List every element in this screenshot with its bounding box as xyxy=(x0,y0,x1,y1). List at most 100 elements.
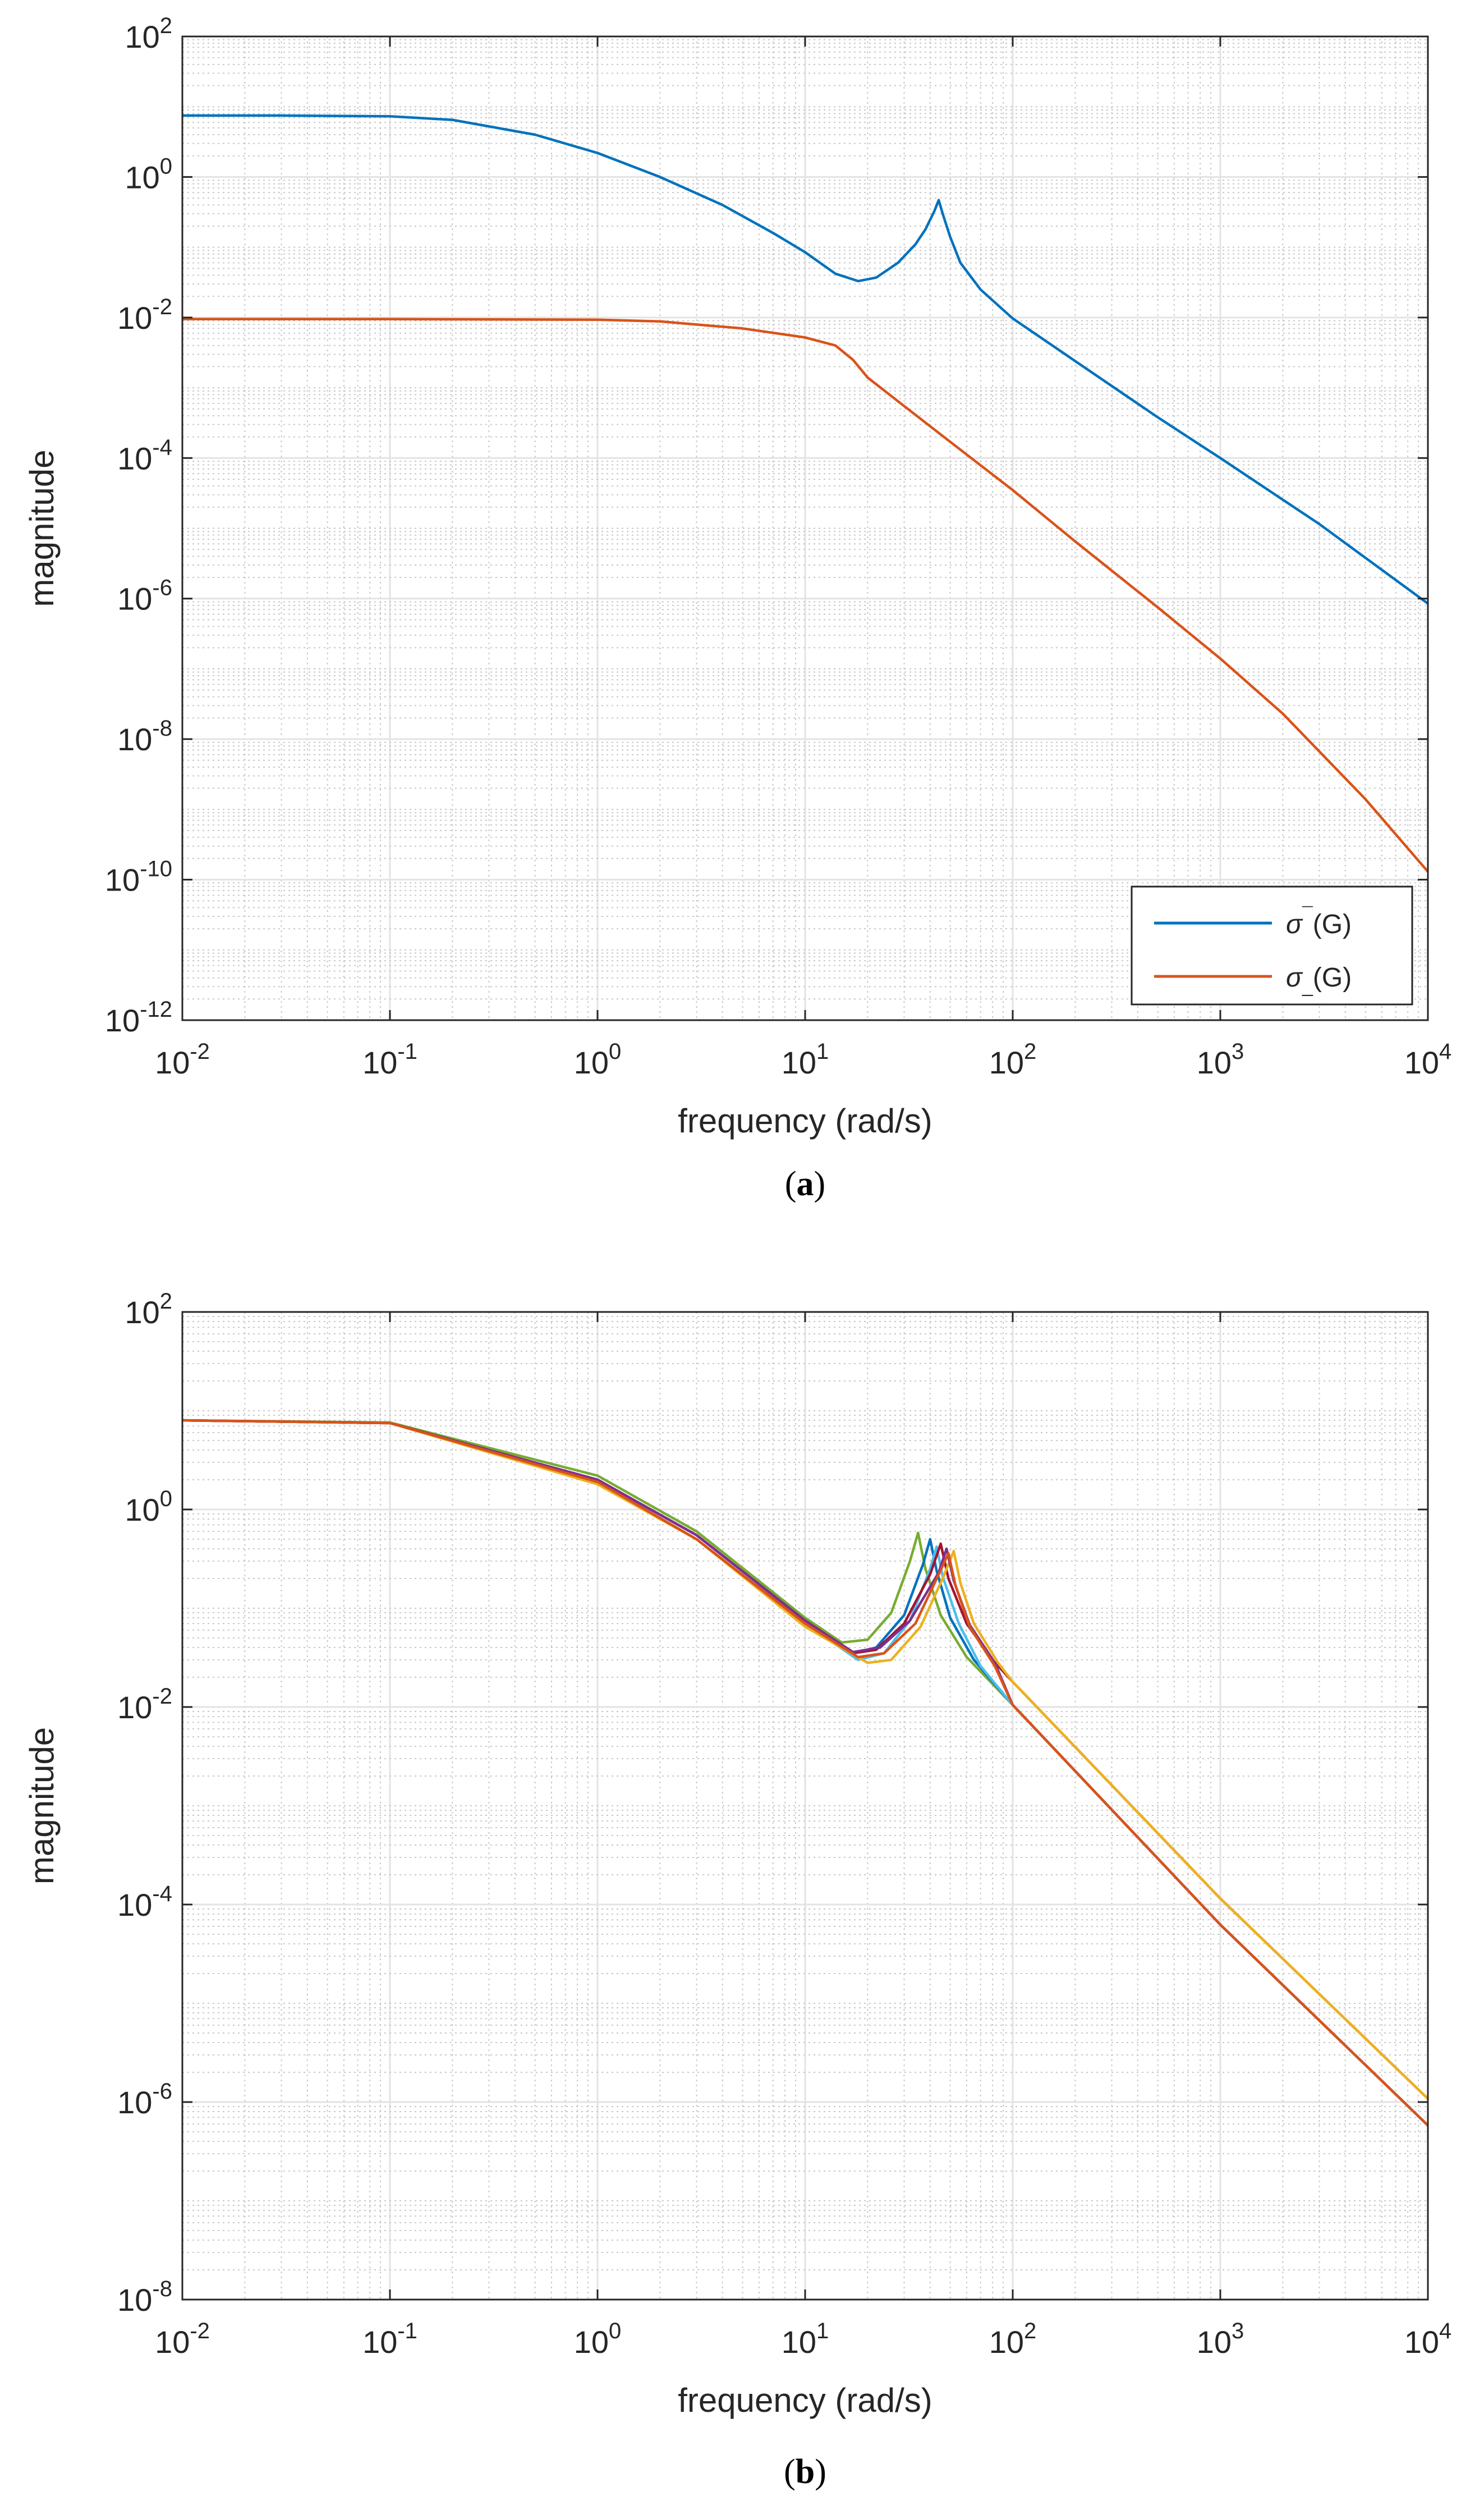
y-tick-label: 10-10 xyxy=(105,857,172,898)
x-tick-base: 10 xyxy=(362,1045,397,1080)
y-tick-base: 10 xyxy=(117,440,152,476)
x-tick-base: 10 xyxy=(155,2324,190,2360)
x-tick-label: 103 xyxy=(1197,1039,1244,1080)
caption-close: ) xyxy=(815,2453,826,2491)
tick-marks xyxy=(181,35,1429,1021)
series-group xyxy=(182,114,1428,873)
x-tick-base: 10 xyxy=(155,1045,190,1080)
x-tick-label: 10-2 xyxy=(155,1039,210,1080)
panel-caption: (a) xyxy=(785,1165,825,1203)
y-tick-exponent: -8 xyxy=(152,2277,172,2301)
legend-symbol: σ xyxy=(1286,910,1303,939)
y-tick-exponent: 2 xyxy=(160,1289,172,1314)
x-tick-label: 10-1 xyxy=(362,2319,417,2360)
legend-tail: (G) xyxy=(1313,963,1352,993)
series-line-2 xyxy=(182,318,1428,873)
x-tick-exponent: 3 xyxy=(1232,2319,1244,2343)
x-tick-label: 101 xyxy=(782,1039,829,1080)
x-tick-exponent: 4 xyxy=(1439,1039,1451,1064)
x-tick-base: 10 xyxy=(574,2324,609,2360)
grid xyxy=(181,35,1429,1021)
series-line-1 xyxy=(182,114,1428,605)
legend-box xyxy=(1131,885,1413,1006)
x-tick-exponent: 0 xyxy=(609,2319,621,2343)
y-tick-exponent: -6 xyxy=(152,576,172,600)
x-tick-base: 10 xyxy=(1197,2324,1232,2360)
x-tick-base: 10 xyxy=(782,2324,816,2360)
x-tick-label: 102 xyxy=(989,1039,1037,1080)
y-tick-label: 10-8 xyxy=(117,716,172,757)
y-tick-exponent: -10 xyxy=(140,857,172,882)
series-line-7 xyxy=(182,1419,1428,2127)
y-tick-label: 100 xyxy=(125,154,172,195)
y-tick-base: 10 xyxy=(125,19,159,54)
y-tick-base: 10 xyxy=(117,2085,152,2120)
x-tick-exponent: -1 xyxy=(397,1039,417,1064)
x-tick-exponent: 0 xyxy=(609,1039,621,1064)
y-tick-base: 10 xyxy=(117,1690,152,1725)
x-tick-base: 10 xyxy=(989,1045,1024,1080)
x-tick-base: 10 xyxy=(782,1045,816,1080)
y-tick-base: 10 xyxy=(105,1003,140,1038)
x-tick-exponent: 3 xyxy=(1232,1039,1244,1064)
x-tick-label: 104 xyxy=(1404,1039,1452,1080)
legend-tail: (G) xyxy=(1313,910,1352,939)
y-tick-label: 10-12 xyxy=(105,997,172,1038)
y-tick-label: 10-6 xyxy=(117,2079,172,2120)
x-tick-exponent: -2 xyxy=(190,1039,210,1064)
x-tick-base: 10 xyxy=(574,1045,609,1080)
y-tick-label: 10-4 xyxy=(117,1882,172,1922)
y-tick-exponent: -2 xyxy=(152,295,172,319)
y-tick-exponent: -6 xyxy=(152,2079,172,2104)
x-tick-exponent: -1 xyxy=(397,2319,417,2343)
x-tick-label: 103 xyxy=(1197,2319,1244,2360)
x-tick-exponent: 1 xyxy=(816,1039,829,1064)
caption-open: ( xyxy=(785,1165,797,1203)
legend-entry-1: σ¯(G) xyxy=(1286,904,1352,939)
y-tick-base: 10 xyxy=(125,1295,159,1330)
y-tick-base: 10 xyxy=(117,1887,152,1922)
legend-symbol: σ xyxy=(1286,963,1303,993)
y-tick-base: 10 xyxy=(117,581,152,617)
y-tick-exponent: 0 xyxy=(160,1486,172,1511)
x-tick-label: 100 xyxy=(574,2319,622,2360)
tick-marks xyxy=(181,1311,1429,2301)
y-tick-exponent: 2 xyxy=(160,13,172,38)
x-tick-exponent: 1 xyxy=(816,2319,829,2343)
y-tick-base: 10 xyxy=(125,1492,159,1527)
x-tick-exponent: 4 xyxy=(1439,2319,1451,2343)
x-tick-label: 10-2 xyxy=(155,2319,210,2360)
x-tick-base: 10 xyxy=(1197,1045,1232,1080)
series-group xyxy=(182,1419,1428,2127)
legend-mark: _ xyxy=(1302,975,1313,997)
x-tick-base: 10 xyxy=(1404,1045,1439,1080)
y-tick-exponent: -4 xyxy=(152,1882,172,1906)
x-axis-label: frequency (rad/s) xyxy=(678,1102,932,1140)
y-tick-base: 10 xyxy=(117,722,152,757)
y-tick-label: 10-4 xyxy=(117,435,172,476)
y-tick-base: 10 xyxy=(117,300,152,336)
panel-a: 10-2 10-1 100 101 102 103 10410-1210-1010-810-… xyxy=(23,13,1451,1203)
x-tick-base: 10 xyxy=(362,2324,397,2360)
y-tick-label: 10-2 xyxy=(117,1684,172,1725)
y-tick-label: 10-6 xyxy=(117,576,172,617)
panel-caption: (b) xyxy=(784,2453,826,2491)
y-tick-exponent: -2 xyxy=(152,1684,172,1709)
caption-letter: b xyxy=(796,2453,815,2491)
x-tick-exponent: 2 xyxy=(1024,1039,1036,1064)
x-tick-label: 101 xyxy=(782,2319,829,2360)
y-tick-exponent: -4 xyxy=(152,435,172,460)
y-axis-label: magnitude xyxy=(23,1727,61,1884)
y-tick-label: 102 xyxy=(125,1289,172,1330)
legend-entry-2: σ_(G) xyxy=(1286,963,1352,997)
y-tick-label: 102 xyxy=(125,13,172,54)
x-tick-label: 102 xyxy=(989,2319,1037,2360)
x-tick-label: 104 xyxy=(1404,2319,1452,2360)
x-tick-base: 10 xyxy=(1404,2324,1439,2360)
x-tick-exponent: 2 xyxy=(1024,2319,1036,2343)
caption-letter: a xyxy=(797,1165,814,1203)
y-tick-base: 10 xyxy=(117,2282,152,2318)
caption-close: ) xyxy=(814,1165,826,1203)
x-axis-label: frequency (rad/s) xyxy=(678,2381,932,2419)
